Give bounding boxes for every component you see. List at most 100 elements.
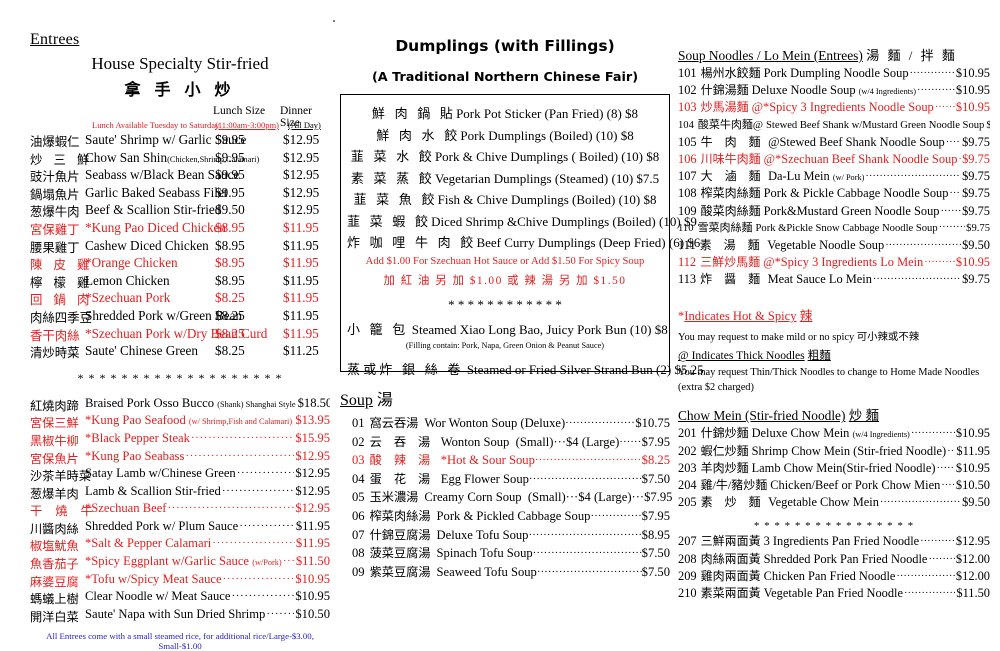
soup-name-en: Wonton Soup (440, 434, 510, 449)
dumplings-column: Dumplings (with Fillings) (A Traditional… (340, 0, 704, 580)
soup-number: 04 (352, 471, 365, 486)
noodle-row: 102 什錦湯麵 Deluxe Noodle Soup (w/4 Ingredien… (678, 81, 990, 98)
specialty-name-cn: 炒 三 鮮 (30, 152, 94, 167)
chef-name-cn: 川醬肉絲 (30, 521, 79, 536)
leader-dots: ········································… (879, 497, 961, 509)
chef-name-en: *Kung Pao Seabass (85, 448, 185, 463)
pan-fried-name-en: Vegetable Pan Fried Noodle (763, 585, 903, 600)
dumpling-name-cn: 韮 菜 蝦 餃 (347, 213, 432, 229)
leader-dots: ········································… (924, 257, 955, 269)
specialty-row: 油爆蝦仁 Saute' Shrimp w/ Garlic Sauce $9.95 $1… (30, 132, 330, 150)
soup-size-options: (Small)···$4 (Large) (509, 434, 620, 449)
chef-name-cn: 麻婆豆腐 (30, 574, 79, 589)
soup-number: 08 (352, 546, 365, 561)
chef-name-en: *Black Pepper Steak (85, 430, 190, 445)
silver-strand-bun-cn: 蒸或炸 銀 絲 卷 (347, 362, 464, 377)
noodle-name-en: Stewed Beef Shank w/Mustard Green Noodle… (766, 119, 985, 131)
dumpling-row: 鮮 肉 鍋 貼Pork Pot Sticker (Pan Fried) (8) … (347, 103, 663, 125)
pan-fried-name-cn: 三鮮兩面黃 (700, 534, 761, 549)
chow-mein-title-en: Chow Mein (Stir-fried Noodle) (678, 408, 846, 424)
chef-price: $15.95 (295, 430, 330, 445)
soup-row: 05 玉米濃湯 Creamy Corn Soup (Small)···$4 (Lar… (340, 487, 672, 506)
chef-price: $12.95 (295, 466, 330, 481)
chef-special-row: 宮保三鮮 *Kung Pao Seafood (w/ Shrimp,Fish an… (30, 413, 330, 431)
noodle-name-cn: 川味牛肉麵 (700, 151, 761, 166)
mild-note-cn: 可小辣或不辣 (856, 332, 920, 344)
soup-name-cn: 什錦豆腐湯 (369, 527, 431, 542)
leader-dots: ········································… (565, 417, 635, 429)
chow-mein-number: 201 (678, 426, 697, 441)
xiao-long-bao-filling-note: (Filling contain: Pork, Napa, Green Onio… (405, 341, 605, 350)
chow-mein-row: 202 蝦仁炒麵 Shrimp Chow Mein (Stir-fried Nood… (678, 442, 990, 459)
leader-dots: ········································… (282, 555, 295, 568)
noodle-number: 113 (678, 272, 697, 287)
specialty-row: 宮保雞丁 *Kung Pao Diced Chicken $8.95 $11.95 (30, 220, 330, 238)
leader-dots: ········································… (266, 607, 294, 620)
dumpling-name-cn: 炸 咖 哩 牛 肉 餃 (347, 235, 477, 250)
soup-price: $7.50 (641, 546, 670, 561)
mild-request-note: You may request to make mild or no spicy… (678, 328, 990, 343)
specialty-dinner-price: $12.95 (283, 167, 320, 183)
homemade-noodle-note: You may request Thin/Thick Noodles to ch… (678, 367, 980, 379)
specialty-dinner-price: $11.95 (283, 325, 319, 341)
noodle-row: 109 酸菜肉絲麵 Pork&Mustard Green Noodle Soup ··… (678, 202, 990, 219)
noodle-price: $9.50 (962, 237, 990, 252)
chef-name-cn: 干 燒 牛 (30, 504, 98, 519)
chef-special-row: 干 燒 牛 *Szechuan Beef ·····················… (30, 501, 330, 519)
leader-dots: ········································… (936, 462, 954, 474)
lunch-size-label: Lunch Size (213, 105, 266, 117)
chow-mein-price: $11.95 (956, 443, 990, 458)
noodle-number: 103 (678, 100, 697, 115)
leader-dots: ········································… (940, 205, 962, 217)
leader-dots: ········································… (236, 467, 295, 480)
chef-special-row: 螞蟻上樹 Clear Noodle w/ Meat Sauce ··········… (30, 589, 330, 607)
leader-dots: ········································… (949, 188, 961, 200)
chow-mein-row: 201 什錦炒麵 Deluxe Chow Mein (w/4 Ingredients… (678, 424, 990, 441)
noodle-name-cn: 酸菜肉絲麵 (700, 203, 761, 218)
menu-page: Entrees House Specialty Stir-fried 拿 手 小… (30, 0, 990, 651)
xiao-long-bao-en: Steamed Xiao Long Bao, Juicy Pork Bun (1… (411, 321, 668, 337)
leader-dots: ········································… (528, 528, 641, 541)
right-star-divider: * * * * * * * * * * * * * * * * (753, 520, 915, 533)
pan-fried-number: 208 (678, 551, 697, 566)
size-column-headers: Lunch Size Dinner Size (30, 105, 330, 129)
noodle-price: $9.75 (962, 134, 990, 149)
chef-special-row: 開洋白菜 Saute' Napa with Sun Dried Shrimp ···… (30, 607, 330, 625)
noodles-column: Soup Noodles / Lo Mein (Entrees) 湯 麵 / 拌… (678, 0, 990, 601)
leader-dots: ········································… (190, 431, 294, 444)
chef-price: $11.95 (295, 518, 330, 533)
specialty-item-list: 油爆蝦仁 Saute' Shrimp w/ Garlic Sauce $9.95 $1… (30, 132, 330, 361)
specialty-row: 檸 檬 雞 Lemon Chicken $8.95 $11.95 (30, 273, 330, 291)
chow-mein-price: $10.50 (955, 478, 990, 492)
noodle-name-cn: 牛 肉 麵 (700, 134, 766, 149)
leader-dots: ········································… (619, 435, 642, 448)
specialty-dinner-price: $12.95 (283, 149, 320, 165)
dumpling-add-note-cn: 加 紅 油 另 加 $1.00 或 辣 湯 另 加 $1.50 (383, 274, 627, 287)
noodle-name-en: Pork &Pickle Snow Cabbage Noodle Soup (755, 222, 938, 234)
specialty-name-cn: 清炒時菜 (30, 346, 80, 361)
leader-dots: ········································… (920, 536, 955, 548)
noodle-price: $9.75 (962, 203, 990, 218)
chef-price: $10.95 (295, 571, 330, 586)
noodle-row: 107 大 滷 麵 Da-Lu Mein (w/ Pork) ············… (678, 167, 990, 184)
chef-name-en: Lamb & Scallion Stir-fried (85, 483, 221, 498)
leader-dots: ········································… (532, 547, 642, 560)
chef-name-cn: 葱爆羊肉 (30, 486, 79, 501)
noodle-row: 108 榨菜肉絲麵 Pork & Pickle Cabbage Noodle Sou… (678, 184, 990, 201)
leader-dots: ········································… (941, 480, 955, 491)
soup-price: $7.50 (641, 471, 670, 486)
chef-price: $12.95 (295, 501, 330, 516)
specialty-name-en: *Szechuan Pork w/Dry Bean Curd (85, 325, 268, 341)
noodle-price: $9.75 (986, 119, 990, 131)
dumpling-row: 炸 咖 哩 牛 肉 餃Beef Curry Dumplings (Deep Fr… (347, 232, 700, 254)
specialty-lunch-price: $9.50 (215, 202, 245, 218)
chef-price: $11.50 (295, 554, 330, 569)
noodle-name-en: Deluxe Noodle Soup (w/4 Ingredients) (751, 83, 917, 98)
chow-mein-name-cn: 雞/牛/豬炒麵 (700, 478, 768, 492)
soup-name-cn: 紫菜豆腐湯 (369, 564, 431, 579)
chow-mein-name-cn: 蝦仁炒麵 (700, 443, 749, 458)
chef-name-en: *Spicy Eggplant w/Garlic Sauce (w/Pork) (85, 554, 282, 569)
leader-dots: ········································… (185, 449, 294, 462)
dumpling-star-divider: * * * * * * * * * * * * (448, 296, 562, 312)
soup-number: 01 (352, 416, 365, 430)
